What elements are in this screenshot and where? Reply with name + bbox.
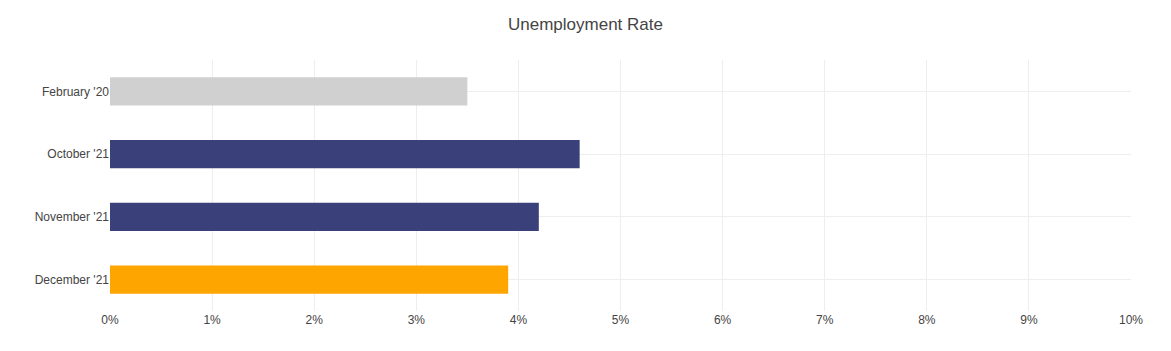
svg-text:Unemployment Rate: Unemployment Rate <box>508 15 663 34</box>
svg-text:November '21: November '21 <box>35 210 110 224</box>
svg-text:October '21: October '21 <box>47 147 109 161</box>
svg-text:7%: 7% <box>816 313 834 327</box>
svg-text:3%: 3% <box>408 313 426 327</box>
svg-text:4%: 4% <box>510 313 528 327</box>
svg-text:5%: 5% <box>612 313 630 327</box>
svg-text:8%: 8% <box>918 313 936 327</box>
svg-text:2%: 2% <box>306 313 324 327</box>
svg-text:1%: 1% <box>203 313 221 327</box>
svg-text:10%: 10% <box>1119 313 1143 327</box>
svg-text:December '21: December '21 <box>35 273 110 287</box>
svg-text:February '20: February '20 <box>42 85 109 99</box>
svg-text:9%: 9% <box>1020 313 1038 327</box>
svg-text:0%: 0% <box>101 313 119 327</box>
svg-text:6%: 6% <box>714 313 732 327</box>
